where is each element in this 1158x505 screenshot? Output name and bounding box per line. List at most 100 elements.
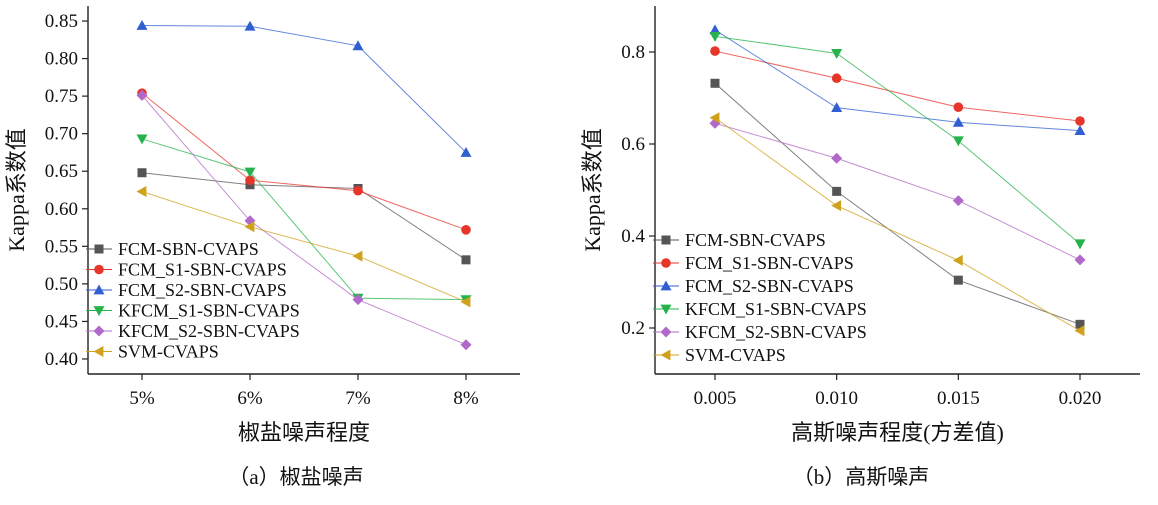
- data-point: [352, 294, 364, 306]
- legend-label: FCM_S2-SBN-CVAPS: [685, 276, 854, 296]
- series-line: [714, 29, 1081, 132]
- y-tick-label: 0.65: [45, 161, 78, 182]
- chart-a-salt-pepper: 0.40 0.45 0.50 0.55 0.60 0.65 0.70 0.75 0.80 0.85…: [4, 6, 520, 489]
- data-point: [831, 48, 843, 59]
- y-axis-label: Kappa系数值: [580, 128, 605, 251]
- data-point: [136, 134, 148, 145]
- series-line: [141, 172, 467, 261]
- legend-marker: [94, 264, 104, 275]
- data-point: [952, 116, 964, 127]
- x-axis-label: 高斯噪声程度(方差值): [791, 420, 1004, 445]
- legend-label: KFCM_S2-SBN-CVAPS: [118, 321, 300, 341]
- legend-marker: [661, 235, 671, 245]
- data-point: [136, 20, 148, 30]
- legend-marker: [93, 284, 105, 295]
- data-point: [137, 168, 147, 178]
- data-point: [831, 73, 842, 84]
- data-point: [460, 296, 471, 308]
- data-point: [831, 152, 843, 164]
- series-line: [141, 25, 467, 153]
- data-point: [952, 136, 964, 147]
- y-tick-label: 0.80: [45, 49, 78, 70]
- y-tick-label: 0.55: [45, 236, 78, 257]
- data-point: [1074, 254, 1086, 266]
- y-tick-label: 0.60: [45, 199, 78, 220]
- data-point: [831, 200, 842, 212]
- x-tick-label: 8%: [453, 388, 479, 409]
- data-point: [136, 186, 147, 198]
- y-tick-label: 0.85: [45, 11, 78, 32]
- series-line: [714, 35, 1081, 245]
- data-point: [461, 225, 471, 235]
- series-line: [141, 92, 467, 231]
- data-point: [831, 102, 843, 113]
- y-axis-label: Kappa系数值: [4, 128, 29, 251]
- legend-marker: [660, 304, 672, 315]
- data-point: [710, 78, 720, 88]
- y-tick-label: 0.4: [621, 226, 645, 247]
- legend-marker: [661, 258, 671, 268]
- legend-label: FCM-SBN-CVAPS: [118, 239, 259, 259]
- data-point: [244, 221, 255, 233]
- legend-label: FCM_S1-SBN-CVAPS: [118, 260, 287, 280]
- y-tick-label: 0.45: [45, 311, 78, 332]
- series-line: [141, 138, 467, 301]
- data-point: [709, 31, 721, 42]
- y-tick-label: 0.50: [45, 274, 78, 295]
- data-point: [1074, 325, 1085, 337]
- data-point: [352, 250, 363, 262]
- data-point: [1074, 239, 1086, 250]
- caption: （b）高斯噪声: [793, 465, 930, 489]
- legend-label: KFCM_S1-SBN-CVAPS: [685, 299, 867, 319]
- legend-marker: [660, 349, 671, 361]
- data-point: [1075, 319, 1085, 329]
- series-line: [714, 117, 1081, 332]
- series-line: [714, 122, 1081, 261]
- x-tick-label: 5%: [129, 388, 155, 409]
- data-point: [953, 102, 964, 112]
- data-point: [136, 89, 148, 101]
- data-point: [709, 24, 721, 35]
- legend-marker: [93, 306, 105, 316]
- data-point: [461, 255, 471, 265]
- caption: （a）椒盐噪声: [228, 465, 363, 489]
- data-point: [245, 175, 255, 186]
- series-line: [714, 82, 1081, 325]
- legend-label: FCM_S1-SBN-CVAPS: [685, 253, 854, 273]
- x-tick-label: 0.015: [937, 388, 980, 409]
- x-tick-label: 6%: [237, 388, 263, 409]
- legend-label: FCM_S2-SBN-CVAPS: [118, 280, 287, 300]
- y-tick-label: 0.75: [45, 86, 78, 107]
- y-tick-label: 0.70: [45, 124, 78, 145]
- data-point: [952, 195, 964, 207]
- chart-b-gaussian: 0.2 0.4 0.6 0.8 0.005 0.010 0.015 0.020 FCM-SBN-…: [580, 6, 1140, 489]
- data-point: [460, 146, 472, 157]
- data-point: [244, 20, 256, 31]
- y-tick-label: 0.8: [621, 42, 645, 63]
- y-tick-label: 0.6: [621, 134, 645, 155]
- data-point: [460, 339, 472, 351]
- data-point: [710, 46, 720, 56]
- x-tick-label: 0.005: [694, 388, 737, 409]
- x-tick-label: 0.010: [815, 388, 858, 409]
- data-point: [1074, 125, 1086, 136]
- legend-label: SVM-CVAPS: [118, 342, 219, 362]
- legend-label: FCM-SBN-CVAPS: [685, 230, 826, 250]
- data-point: [1075, 116, 1085, 126]
- data-point: [353, 185, 363, 196]
- legend-marker: [660, 326, 672, 338]
- x-axis-label: 椒盐噪声程度: [238, 420, 370, 445]
- data-point: [832, 186, 842, 196]
- y-tick-label: 0.2: [621, 318, 645, 339]
- series-line: [141, 191, 467, 303]
- data-point: [953, 275, 963, 285]
- data-point: [952, 254, 963, 266]
- legend-marker: [94, 244, 104, 254]
- legend-marker: [660, 280, 672, 291]
- legend-label: KFCM_S1-SBN-CVAPS: [118, 301, 300, 321]
- legend-label: KFCM_S2-SBN-CVAPS: [685, 322, 867, 342]
- legend-label: SVM-CVAPS: [685, 345, 786, 365]
- x-tick-label: 0.020: [1059, 388, 1102, 409]
